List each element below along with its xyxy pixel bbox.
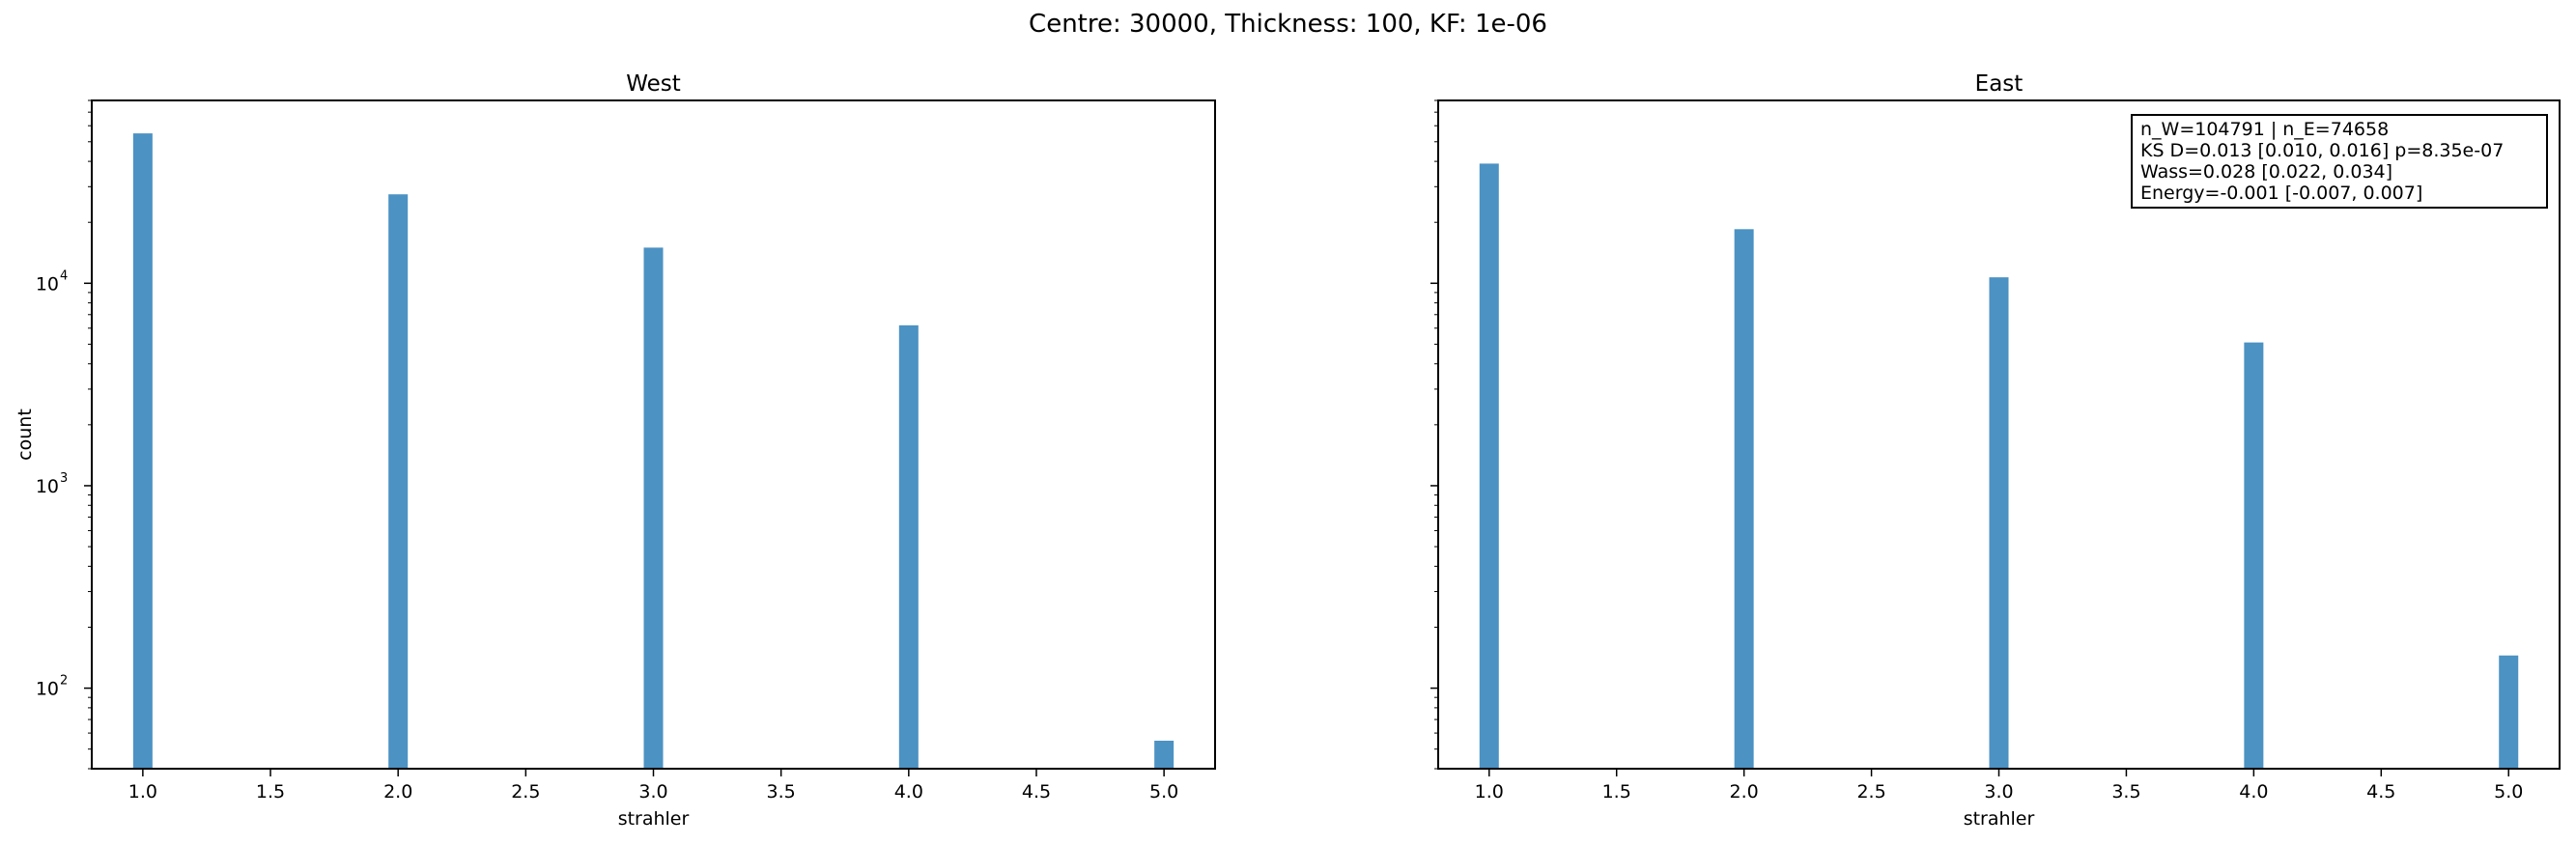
bar-east-5: [2499, 655, 2519, 769]
y-axis-label: count: [14, 408, 36, 461]
x-tick-label: 1.5: [1602, 781, 1631, 803]
bar-east-3: [1989, 277, 2009, 769]
panel-title: West: [626, 71, 681, 97]
y-tick-label: 10: [36, 273, 59, 295]
y-tick-label: 10: [36, 679, 59, 700]
y-tick-exponent: 4: [60, 268, 68, 283]
stats-line-energy: Energy=-0.001 [-0.007, 0.007]: [2140, 183, 2423, 204]
x-tick-label: 4.5: [2366, 781, 2395, 803]
x-tick-label: 3.0: [1984, 781, 2013, 803]
y-tick-exponent: 3: [60, 471, 68, 486]
bar-west-2: [388, 194, 409, 770]
axes-panel-west: West 1.0 1.5 2.0 2.5 3.0 3.5 4.0 4.5 5.0 strahler 1…: [14, 71, 1216, 830]
x-tick-label: 3.5: [2111, 781, 2140, 803]
stats-line-wass: Wass=0.028 [0.022, 0.034]: [2140, 161, 2393, 183]
figure-title: Centre: 30000, Thickness: 100, KF: 1e-06: [1029, 10, 1547, 39]
bar-west-3: [643, 247, 664, 769]
x-axis-label: strahler: [618, 808, 690, 830]
x-tick-label: 5.0: [1149, 781, 1178, 803]
x-tick-label: 2.0: [1730, 781, 1759, 803]
x-tick-label: 2.5: [511, 781, 540, 803]
x-tick-label: 1.5: [256, 781, 285, 803]
bar-west-5: [1154, 741, 1175, 769]
panel-title: East: [1975, 71, 2024, 97]
x-tick-label: 5.0: [2494, 781, 2523, 803]
bar-west-1: [132, 133, 153, 769]
bar-east-4: [2244, 342, 2264, 769]
x-tick-label: 2.5: [1856, 781, 1885, 803]
x-tick-label: 3.5: [767, 781, 796, 803]
x-tick-label: 4.0: [2239, 781, 2268, 803]
stats-annotation-box: n_W=104791 | n_E=74658 KS D=0.013 [0.010…: [2131, 114, 2548, 209]
bar-east-2: [1734, 229, 1754, 769]
stats-line-counts: n_W=104791 | n_E=74658: [2140, 119, 2390, 140]
bar-east-1: [1479, 163, 1499, 770]
x-tick-label: 1.0: [1475, 781, 1504, 803]
x-tick-label: 4.5: [1022, 781, 1051, 803]
x-tick-label: 3.0: [638, 781, 667, 803]
axes-panel-east: East 1.0 1.5 2.0 2.5 3.0 3.5 4.0 4.5 5.0 strahler: [1430, 71, 2561, 830]
bar-west-4: [898, 324, 919, 769]
x-tick-label: 2.0: [383, 781, 412, 803]
y-tick-exponent: 2: [60, 674, 68, 689]
x-axis-label: strahler: [1964, 808, 2035, 830]
y-tick-label: 10: [36, 476, 59, 497]
x-tick-label: 4.0: [894, 781, 923, 803]
x-tick-label: 1.0: [128, 781, 157, 803]
stats-line-ks: KS D=0.013 [0.010, 0.016] p=8.35e-07: [2140, 140, 2505, 161]
